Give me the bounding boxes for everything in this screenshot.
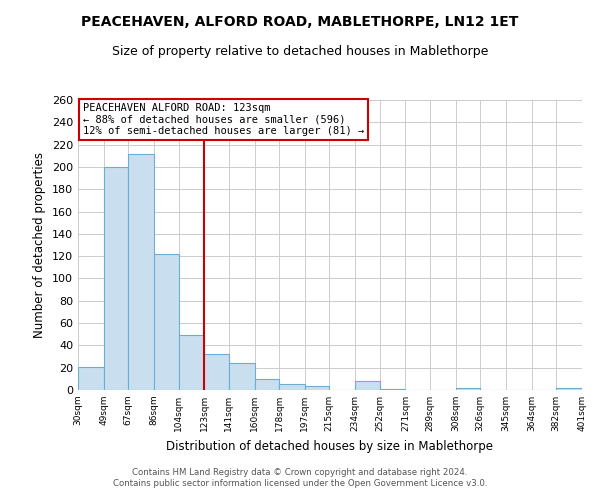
Bar <box>355 381 380 390</box>
Bar <box>279 384 305 390</box>
Bar <box>254 379 279 390</box>
Text: Size of property relative to detached houses in Mablethorpe: Size of property relative to detached ho… <box>112 45 488 58</box>
Text: PEACEHAVEN ALFORD ROAD: 123sqm
← 88% of detached houses are smaller (596)
12% of: PEACEHAVEN ALFORD ROAD: 123sqm ← 88% of … <box>83 103 364 136</box>
X-axis label: Distribution of detached houses by size in Mablethorpe: Distribution of detached houses by size … <box>167 440 493 452</box>
Y-axis label: Number of detached properties: Number of detached properties <box>34 152 46 338</box>
Bar <box>229 363 254 390</box>
Bar <box>556 388 582 390</box>
Bar <box>104 167 128 390</box>
Bar <box>380 389 406 390</box>
Bar <box>179 336 205 390</box>
Bar <box>78 366 104 390</box>
Bar <box>128 154 154 390</box>
Text: Contains HM Land Registry data © Crown copyright and database right 2024.
Contai: Contains HM Land Registry data © Crown c… <box>113 468 487 487</box>
Bar <box>455 388 480 390</box>
Bar <box>305 386 329 390</box>
Text: PEACEHAVEN, ALFORD ROAD, MABLETHORPE, LN12 1ET: PEACEHAVEN, ALFORD ROAD, MABLETHORPE, LN… <box>82 15 518 29</box>
Bar <box>205 354 229 390</box>
Bar <box>154 254 179 390</box>
